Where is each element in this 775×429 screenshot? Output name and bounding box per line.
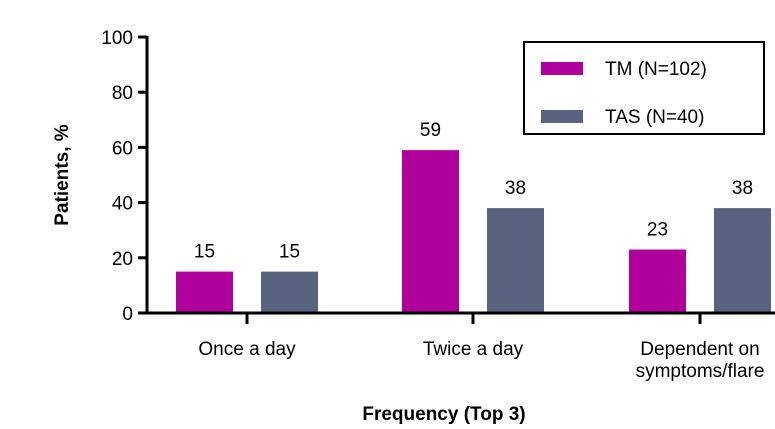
legend: TM (N=102) TAS (N=40) [523, 41, 765, 135]
data-label: 23 [647, 220, 668, 241]
legend-label-tas: TAS (N=40) [605, 107, 704, 128]
bar-tas [487, 208, 544, 313]
legend-swatch-tas [541, 110, 583, 123]
data-label: 59 [420, 120, 441, 141]
x-category-label: Dependent on [640, 339, 759, 360]
data-label: 38 [732, 178, 753, 199]
legend-swatch-tm [541, 62, 583, 75]
bar-tm [629, 249, 686, 313]
data-label: 38 [505, 178, 526, 199]
plot-area: 15 15 59 38 23 38 [176, 120, 771, 313]
data-label: 15 [194, 242, 215, 263]
x-category-label: Once a day [198, 339, 296, 360]
bar-tas [261, 271, 318, 313]
x-category-label: Twice a day [423, 339, 524, 360]
x-category-label: symptoms/flare [636, 361, 765, 382]
y-tick-label: 80 [112, 83, 133, 104]
x-axis: Once a day Twice a day Dependent onsymptom… [146, 311, 775, 382]
y-axis: 0 20 40 60 80 100 [101, 28, 149, 325]
y-tick-label: 100 [101, 28, 133, 49]
y-axis-title: Patients, % [52, 124, 73, 225]
bar-tm [402, 150, 459, 313]
y-tick-label: 40 [112, 194, 133, 215]
y-tick-label: 60 [112, 138, 133, 159]
bar-tm [176, 271, 233, 313]
y-tick-label: 20 [112, 249, 133, 270]
bar-tas [714, 208, 771, 313]
x-axis-title: Frequency (Top 3) [362, 404, 525, 425]
data-label: 15 [279, 242, 300, 263]
legend-label-tm: TM (N=102) [605, 59, 707, 80]
y-tick-label: 0 [122, 304, 133, 325]
